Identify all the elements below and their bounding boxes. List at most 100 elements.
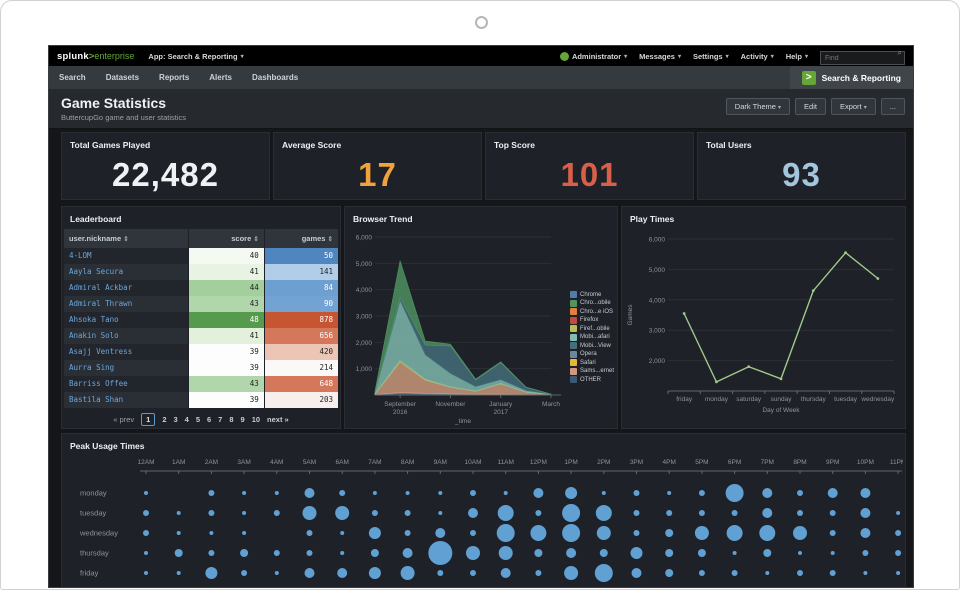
- pagination-next[interactable]: next »: [267, 415, 289, 424]
- column-header-games[interactable]: games ⇕: [264, 229, 338, 248]
- pagination-page-3[interactable]: 3: [173, 415, 178, 424]
- legend-item-chro-e-ios[interactable]: Chro...e iOS: [569, 308, 614, 315]
- pagination-page-9[interactable]: 9: [240, 415, 245, 424]
- column-header-score[interactable]: score ⇕: [188, 229, 264, 248]
- pagination-page-2[interactable]: 2: [162, 415, 167, 424]
- games-cell[interactable]: 141: [264, 264, 338, 280]
- score-cell[interactable]: 44: [188, 280, 264, 296]
- games-cell[interactable]: 214: [264, 360, 338, 376]
- svg-text:11PM: 11PM: [890, 459, 903, 466]
- nickname-link[interactable]: Barriss Offee: [64, 376, 188, 392]
- browser-trend-chart[interactable]: 1,0002,0003,0004,0005,0006,000September2…: [345, 223, 617, 425]
- legend-swatch: [569, 376, 577, 383]
- pagination-page-7[interactable]: 7: [218, 415, 223, 424]
- svg-text:tuesday: tuesday: [80, 509, 107, 518]
- topnav-menu-help[interactable]: Help ▾: [785, 51, 808, 61]
- app-menu[interactable]: App: Search & Reporting ▾: [148, 52, 243, 61]
- games-cell[interactable]: 50: [264, 248, 338, 264]
- pagination-page-8[interactable]: 8: [229, 415, 234, 424]
- svg-text:friday: friday: [80, 569, 99, 578]
- pagination-prev[interactable]: « prev: [113, 415, 135, 424]
- play-times-chart[interactable]: 2,000 3,000 4,000 5,000 6,000 friday monday sat…: [622, 223, 905, 428]
- column-header-nickname[interactable]: user.nickname ⇕: [64, 229, 188, 248]
- games-cell[interactable]: 878: [264, 312, 338, 328]
- export-button[interactable]: Export ▾: [830, 98, 876, 115]
- search-icon[interactable]: ⌕: [897, 47, 902, 57]
- tab-dashboards[interactable]: Dashboards: [251, 73, 299, 82]
- legend-item-chro-obile[interactable]: Chro...obile: [569, 299, 614, 307]
- logo-brand: splunk: [57, 50, 89, 62]
- games-cell[interactable]: 648: [264, 376, 338, 392]
- games-cell[interactable]: 90: [264, 296, 338, 312]
- topnav-menu-settings[interactable]: Settings ▾: [693, 51, 729, 61]
- nickname-link[interactable]: Admiral Thrawn: [64, 296, 188, 312]
- tab-datasets[interactable]: Datasets: [105, 73, 140, 82]
- legend-item-firefox[interactable]: Firefox: [569, 316, 614, 324]
- browser-trend-panel: Browser Trend 1,000 2,000 3,000 4,000 5,000 6…: [344, 206, 618, 429]
- legend-item-opera[interactable]: Opera: [569, 350, 614, 358]
- nickname-link[interactable]: Anakin Solo: [64, 328, 188, 344]
- nickname-link[interactable]: Asajj Ventress: [64, 344, 188, 360]
- svg-text:September: September: [384, 401, 417, 408]
- score-cell[interactable]: 40: [188, 248, 264, 264]
- score-cell[interactable]: 39: [188, 344, 264, 360]
- score-cell[interactable]: 39: [188, 360, 264, 376]
- edit-button[interactable]: Edit: [795, 98, 826, 115]
- score-cell[interactable]: 48: [188, 312, 264, 328]
- topnav-menu-activity[interactable]: Activity ▾: [740, 51, 774, 61]
- score-cell[interactable]: 43: [188, 296, 264, 312]
- more-button[interactable]: ...: [880, 98, 905, 115]
- topnav-menu-administrator[interactable]: Administrator ▾: [559, 51, 627, 61]
- games-cell[interactable]: 84: [264, 280, 338, 296]
- svg-text:Games: Games: [627, 304, 634, 326]
- peak-usage-panel: Peak Usage Times 12AM 1AM 2AM 3AM 4AM 5AM 6AM 7…: [61, 433, 906, 588]
- legend-item-sams-ernet[interactable]: Sams...ernet: [569, 367, 614, 375]
- svg-text:saturday: saturday: [736, 396, 762, 403]
- nickname-link[interactable]: Ahsoka Tano: [64, 312, 188, 328]
- nickname-link[interactable]: Admiral Ackbar: [64, 280, 188, 296]
- peak-usage-chart[interactable]: 12AM 1AM 2AM 3AM 4AM 5AM 6AM 7AM 8AM 9AM 10AM 11AM 1…: [62, 452, 903, 588]
- pagination-page-4[interactable]: 4: [184, 415, 189, 424]
- nickname-link[interactable]: Aurra Sing: [64, 360, 188, 376]
- legend-item-mobi-view[interactable]: Mobi...View: [569, 342, 614, 349]
- svg-text:monday: monday: [705, 396, 729, 403]
- nickname-link[interactable]: Aayla Secura: [64, 264, 188, 280]
- nickname-link[interactable]: 4-LOM: [64, 248, 188, 264]
- svg-text:5,000: 5,000: [356, 261, 373, 268]
- svg-text:11AM: 11AM: [497, 459, 514, 466]
- tab-alerts[interactable]: Alerts: [209, 73, 232, 82]
- dark-theme-button[interactable]: Dark Theme ▾: [725, 98, 791, 115]
- svg-text:2,000: 2,000: [356, 340, 373, 347]
- legend-item-mobi-afari[interactable]: Mobi...afari: [569, 333, 614, 341]
- score-cell[interactable]: 39: [188, 392, 264, 408]
- legend-label: Chro...obile: [579, 300, 611, 306]
- leaderboard-panel: Leaderboard user.nickname ⇕ score ⇕ game…: [61, 206, 341, 429]
- score-cell[interactable]: 41: [188, 328, 264, 344]
- legend-label: Opera: [579, 351, 597, 357]
- appbar-app[interactable]: > Search & Reporting: [789, 66, 913, 89]
- legend-item-firef-obile[interactable]: Firef...obile: [569, 325, 614, 332]
- splunk-logo[interactable]: splunk > enterprise: [57, 51, 134, 62]
- games-cell[interactable]: 203: [264, 392, 338, 408]
- find-input[interactable]: [820, 51, 905, 66]
- tab-search[interactable]: Search: [59, 73, 86, 82]
- pagination-page-10[interactable]: 10: [251, 415, 261, 424]
- games-cell[interactable]: 420: [264, 344, 338, 360]
- appbar: Search Datasets Reports Alerts Dashboards > …: [49, 66, 913, 89]
- legend-item-other[interactable]: OTHER: [569, 376, 614, 383]
- score-cell[interactable]: 41: [188, 264, 264, 280]
- legend-item-safari[interactable]: Safari: [569, 359, 614, 366]
- games-cell[interactable]: 656: [264, 328, 338, 344]
- tab-reports[interactable]: Reports: [159, 73, 190, 82]
- table-row: Asajj Ventress 39 420: [64, 344, 338, 360]
- legend-item-chrome[interactable]: Chrome: [569, 291, 614, 298]
- nickname-link[interactable]: Bastila Shan: [64, 392, 188, 408]
- caret-down-icon: ▾: [725, 53, 729, 60]
- pagination-page-6[interactable]: 6: [207, 415, 212, 424]
- topnav-menu-messages[interactable]: Messages ▾: [639, 51, 681, 61]
- pagination-page-5[interactable]: 5: [195, 415, 200, 424]
- svg-text:8AM: 8AM: [401, 459, 414, 466]
- pagination-page-1[interactable]: 1: [141, 413, 156, 426]
- score-cell[interactable]: 43: [188, 376, 264, 392]
